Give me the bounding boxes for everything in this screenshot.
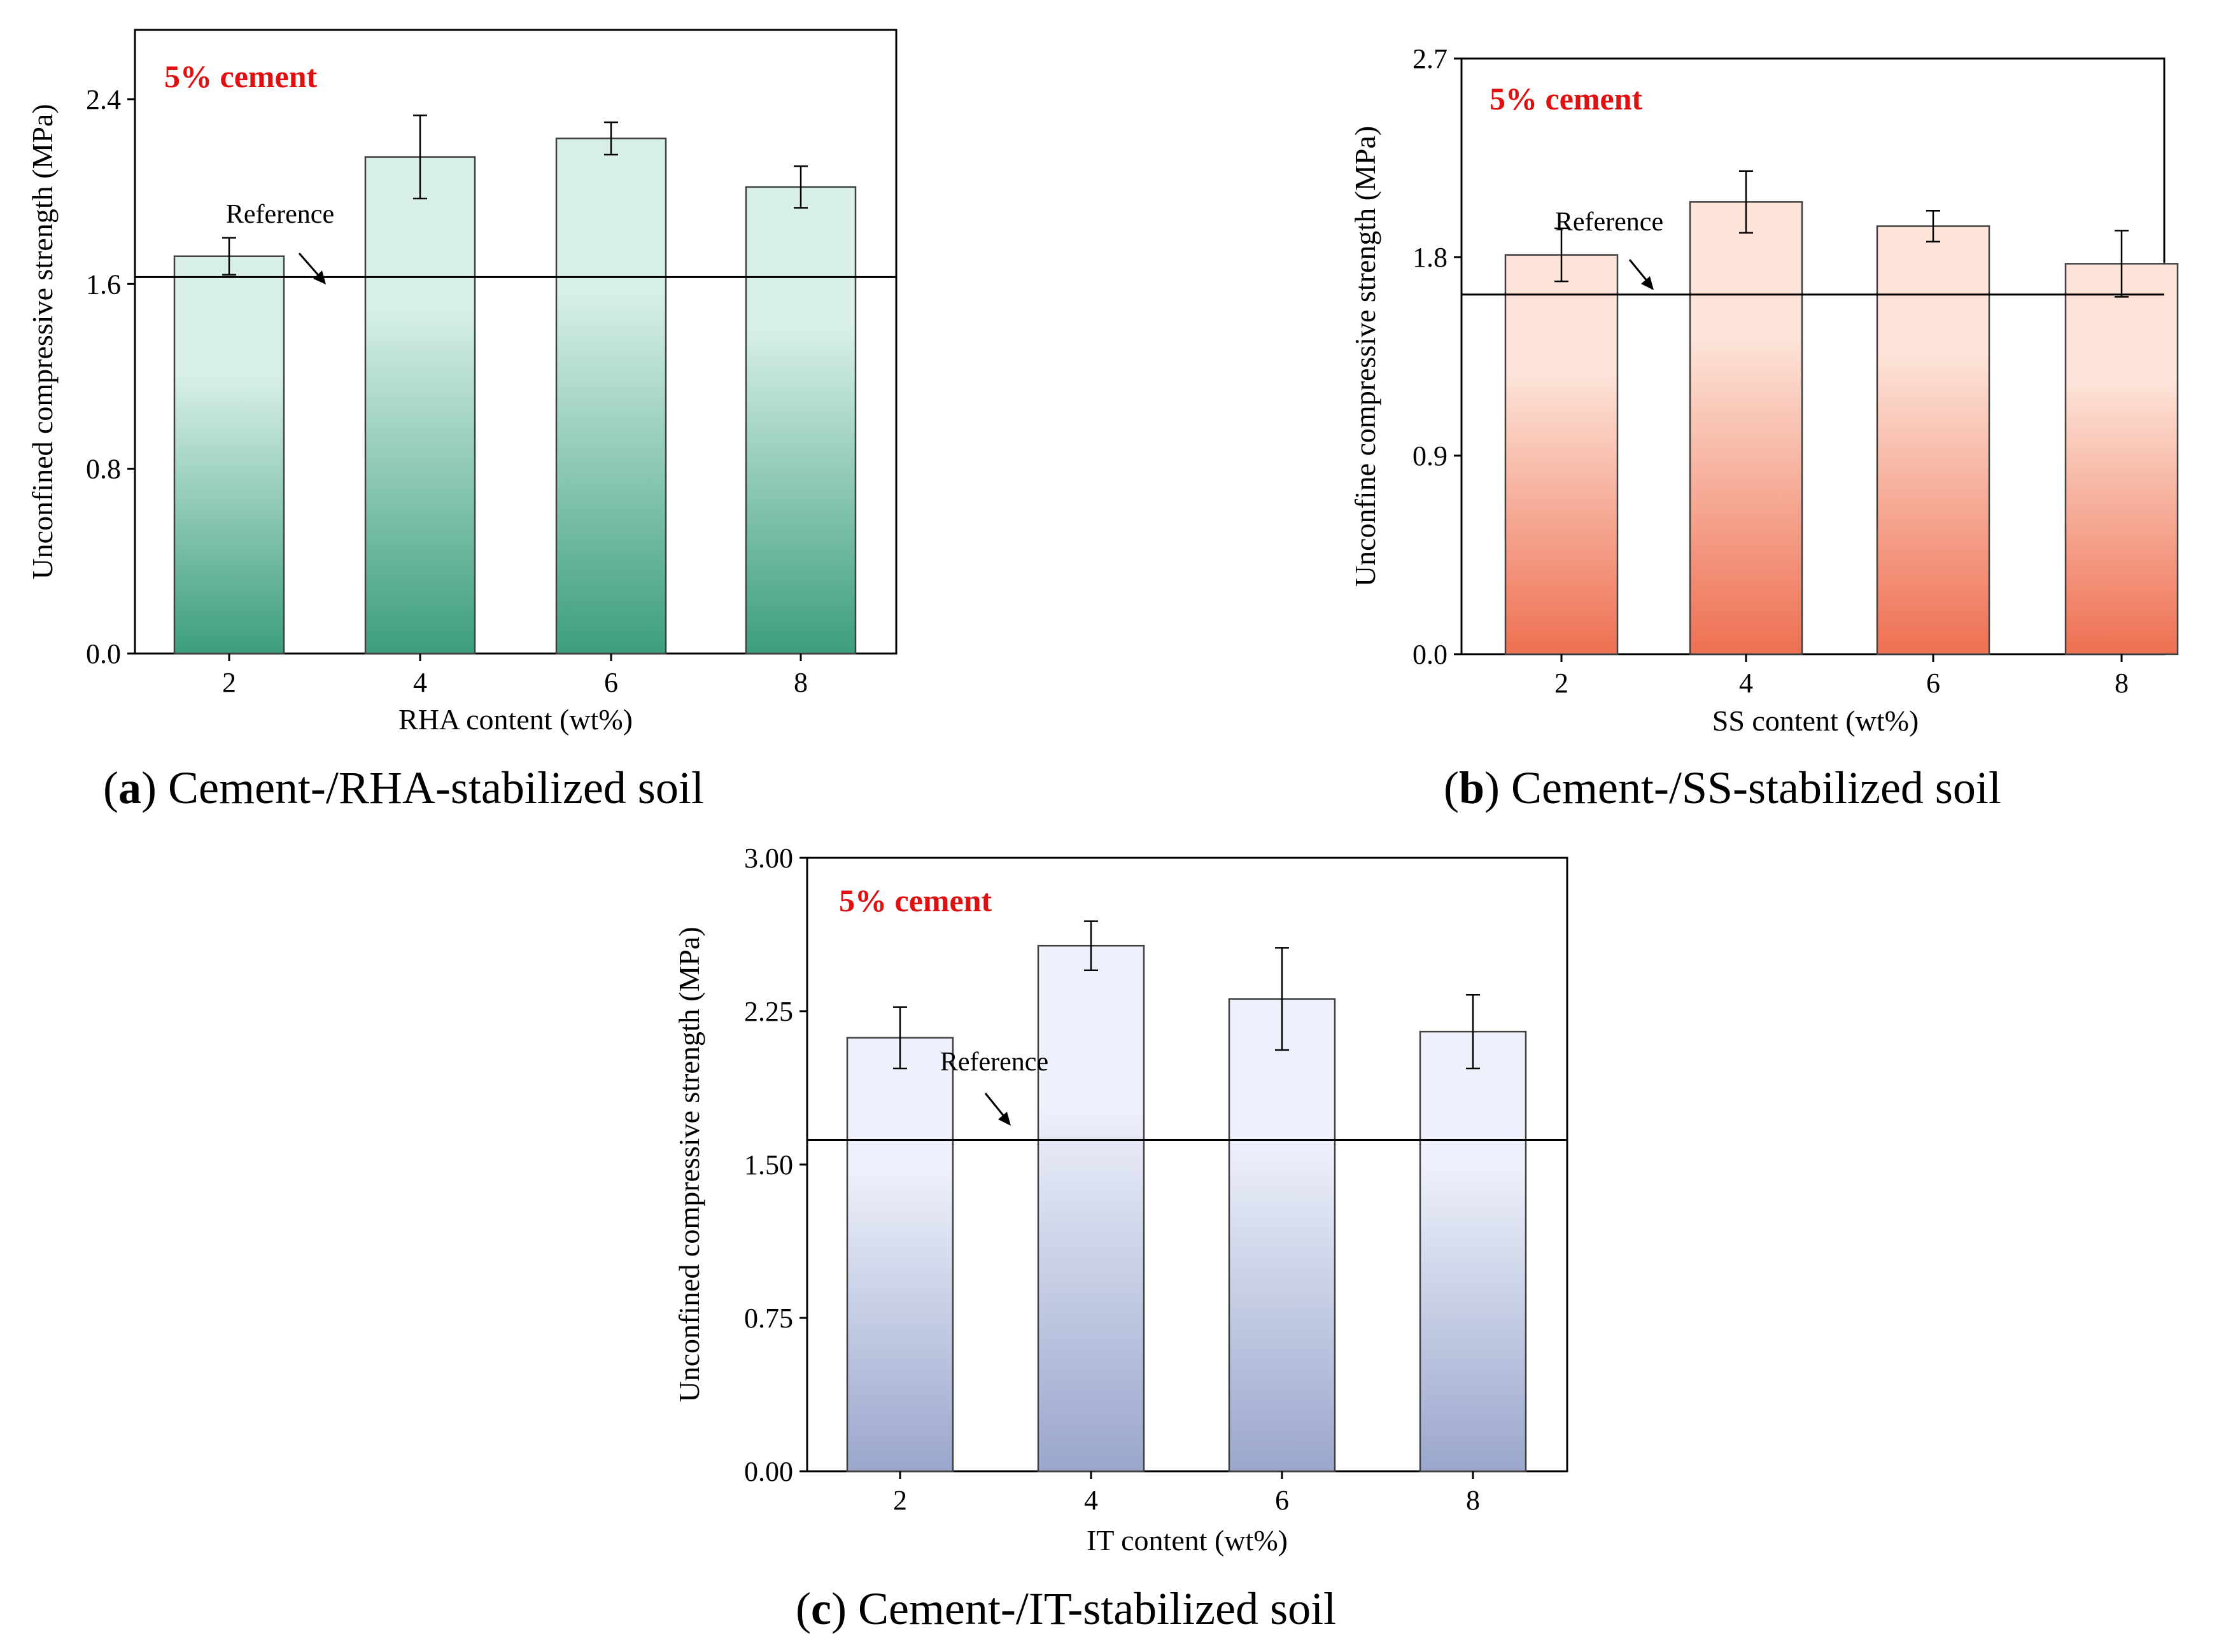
- reference-label-c: Reference: [940, 1047, 1048, 1077]
- bar-b-4: [1689, 201, 1803, 655]
- x-tick-label-a-8: 8: [794, 667, 808, 698]
- y-tick-label-a: 2.4: [86, 84, 121, 115]
- bar-a-6: [555, 137, 667, 655]
- annotation-5pct-cement-b: 5% cement: [1490, 81, 1643, 116]
- x-tick-label-b-6: 6: [1926, 668, 1940, 699]
- caption-text-b: Cement-/SS-stabilized soil: [1511, 762, 2001, 813]
- bar-a-4: [364, 156, 476, 655]
- chart-panel-a: Reference 5% cement 0.0 0.8 1.6 2.4 2 4 6 8 Un…: [26, 29, 898, 813]
- x-axis-label-a: RHA content (wt%): [398, 703, 633, 736]
- error-bars-c: [893, 920, 1480, 1070]
- y-tick-label-b: 2.7: [1412, 43, 1448, 74]
- x-tick-label-b-8: 8: [2115, 668, 2129, 699]
- y-ticks-b: 0.0 0.9 1.8 2.7: [1412, 43, 1462, 670]
- bar-a-2: [173, 255, 285, 655]
- bar-b-2: [1504, 254, 1619, 655]
- error-bar-b-6: [1926, 209, 1940, 242]
- caption-b: (b) Cement-/SS-stabilized soil: [1444, 762, 2001, 813]
- bar-c-2: [846, 1037, 954, 1473]
- caption-letter-a: a: [118, 762, 141, 813]
- x-tick-label-b-2: 2: [1554, 668, 1568, 699]
- error-bar-a-8: [794, 165, 808, 209]
- chart-panel-b: Reference 5% cement 0.0 0.9 1.8 2.7 2 4 6 8 Un…: [1349, 43, 2179, 813]
- annotation-5pct-cement-a: 5% cement: [164, 59, 318, 94]
- error-bar-b-2: [1554, 227, 1568, 283]
- bar-b-6: [1876, 225, 1990, 655]
- caption-text-c: Cement-/IT-stabilized soil: [858, 1583, 1336, 1634]
- bar-a-8: [745, 186, 857, 655]
- x-tick-label-c-8: 8: [1466, 1485, 1480, 1516]
- bars-b: [1504, 201, 2179, 655]
- error-bars-a: [222, 115, 808, 276]
- bar-c-8: [1419, 1030, 1527, 1473]
- reference-arrow-b: [1628, 259, 1654, 290]
- reference-arrow-c: [984, 1093, 1011, 1126]
- chart-panel-c: Reference 5% cement 0.00 0.75 1.50 2.25 3.00…: [673, 843, 1568, 1634]
- bar-c-4: [1037, 944, 1145, 1473]
- y-tick-label-b: 0.9: [1412, 440, 1448, 472]
- y-tick-label-c: 3.00: [744, 843, 793, 874]
- y-tick-label-a: 0.0: [86, 638, 121, 669]
- x-ticks-a: 2 4 6 8: [222, 654, 808, 698]
- error-bar-c-8: [1466, 994, 1480, 1070]
- reference-label-a: Reference: [226, 200, 334, 229]
- x-tick-label-c-4: 4: [1084, 1485, 1098, 1516]
- x-ticks-b: 2 4 6 8: [1554, 654, 2129, 699]
- caption-text-a: Cement-/RHA-stabilized soil: [168, 762, 704, 813]
- plot-frame-a: [134, 29, 898, 655]
- error-bar-b-8: [2115, 230, 2129, 298]
- error-bars-b: [1554, 170, 2129, 298]
- x-axis-label-c: IT content (wt%): [1087, 1524, 1288, 1557]
- caption-letter-c: c: [811, 1583, 831, 1634]
- bars-c: [846, 944, 1527, 1473]
- y-axis-label-c: Unconfined compressive strength (MPa): [673, 927, 705, 1402]
- x-tick-label-a-6: 6: [604, 667, 618, 698]
- reference-arrow-a: [298, 253, 326, 284]
- y-tick-label-b: 0.0: [1412, 639, 1448, 670]
- caption-c: (c) Cement-/IT-stabilized soil: [796, 1583, 1336, 1634]
- y-tick-label-b: 1.8: [1412, 242, 1448, 273]
- error-bar-b-4: [1739, 170, 1753, 234]
- x-tick-label-a-4: 4: [413, 667, 427, 698]
- error-bar-c-4: [1084, 920, 1098, 971]
- x-tick-label-c-2: 2: [893, 1485, 907, 1516]
- caption-a: (a) Cement-/RHA-stabilized soil: [103, 762, 704, 813]
- bars-a: [173, 137, 857, 655]
- error-bar-c-2: [893, 1006, 907, 1070]
- y-axis-label-b: Unconfine compressive strength (MPa): [1349, 126, 1381, 587]
- y-tick-label-a: 0.8: [86, 454, 121, 485]
- error-bar-a-2: [222, 237, 236, 276]
- bar-c-6: [1228, 998, 1336, 1473]
- y-tick-label-a: 1.6: [86, 269, 121, 300]
- y-ticks-a: 0.0 0.8 1.6 2.4: [86, 84, 135, 669]
- y-tick-label-c: 0.75: [744, 1303, 793, 1334]
- annotation-5pct-cement-c: 5% cement: [839, 883, 992, 918]
- error-bar-a-6: [604, 121, 618, 156]
- y-ticks-c: 0.00 0.75 1.50 2.25 3.00: [744, 843, 807, 1487]
- error-bar-c-6: [1275, 947, 1289, 1051]
- y-axis-label-a: Unconfined compressive strength (MPa): [26, 104, 59, 579]
- reference-label-b: Reference: [1555, 207, 1663, 237]
- y-tick-label-c: 2.25: [744, 996, 793, 1027]
- caption-letter-b: b: [1459, 762, 1484, 813]
- x-ticks-c: 2 4 6 8: [893, 1471, 1480, 1516]
- error-bar-a-4: [413, 115, 427, 200]
- x-axis-label-b: SS content (wt%): [1712, 704, 1919, 737]
- bar-b-8: [2064, 263, 2179, 655]
- x-tick-label-b-4: 4: [1739, 668, 1753, 699]
- y-tick-label-c: 1.50: [744, 1149, 793, 1180]
- x-tick-label-a-2: 2: [222, 667, 236, 698]
- y-tick-label-c: 0.00: [744, 1456, 793, 1487]
- x-tick-label-c-6: 6: [1275, 1485, 1289, 1516]
